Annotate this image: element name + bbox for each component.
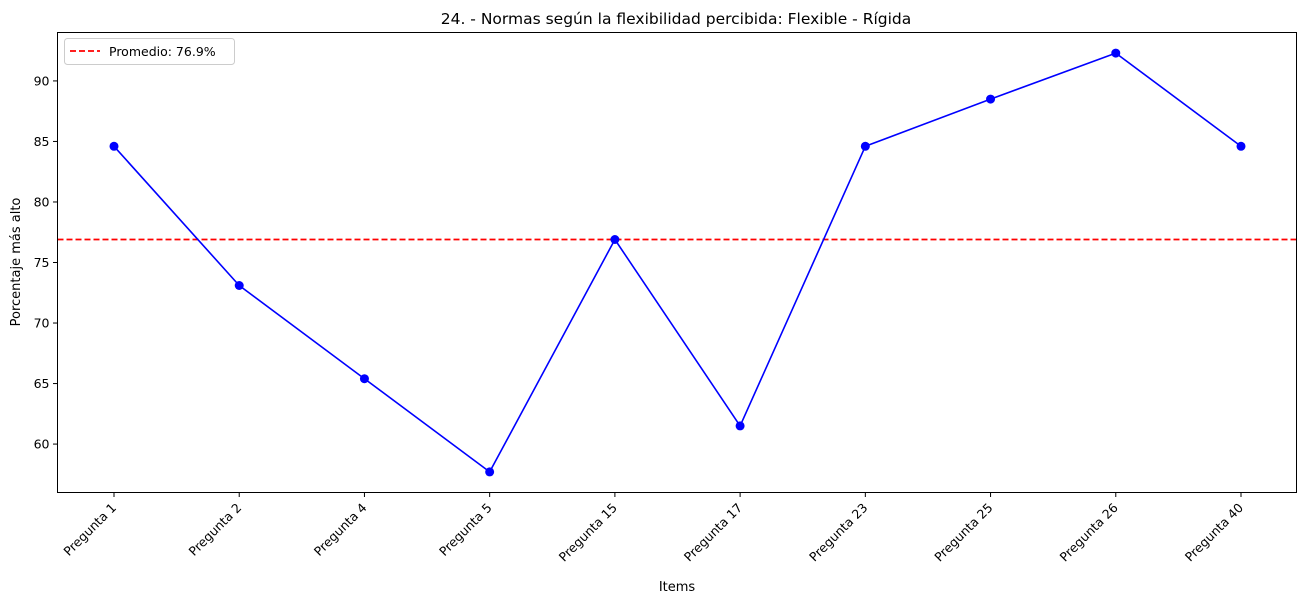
legend-box — [64, 38, 235, 65]
x-tick-label: Pregunta 40 — [1182, 500, 1246, 564]
data-point — [735, 421, 745, 431]
y-tick-label: 60 — [34, 437, 50, 452]
series-line — [113, 52, 1242, 473]
data-point — [1111, 48, 1121, 58]
x-tick-label: Pregunta 1 — [60, 500, 119, 559]
data-point — [860, 141, 870, 151]
x-tick-label: Pregunta 17 — [681, 500, 745, 564]
y-axis-ticks: 60 65 70 75 80 85 90 — [34, 73, 58, 452]
x-axis-ticks: Pregunta 1 Pregunta 2 Pregunta 4 Pregunta 5… — [60, 492, 1246, 564]
data-point — [1236, 141, 1246, 151]
plot-area — [57, 48, 1297, 477]
x-tick-label: Pregunta 15 — [556, 500, 620, 564]
y-tick-label: 75 — [34, 255, 50, 270]
y-tick-label: 65 — [34, 376, 50, 391]
data-point — [986, 94, 996, 104]
data-point — [109, 141, 119, 151]
x-tick-label: Pregunta 25 — [931, 500, 995, 564]
x-tick-label: Pregunta 26 — [1056, 500, 1120, 564]
y-tick-label: 70 — [34, 316, 50, 331]
data-point — [610, 235, 620, 244]
axes-frame — [57, 32, 1297, 493]
legend-label: Promedio: 76.9% — [109, 44, 216, 59]
data-point — [485, 467, 495, 477]
x-tick-label: Pregunta 5 — [436, 500, 495, 559]
y-tick-label: 85 — [34, 134, 50, 149]
chart-title: 24. - Normas según la flexibilidad perci… — [441, 10, 912, 28]
x-tick-label: Pregunta 4 — [311, 500, 370, 559]
data-point — [234, 281, 244, 290]
y-axis-label: Porcentaje más alto — [9, 198, 24, 327]
y-tick-label: 80 — [34, 194, 50, 209]
data-point — [359, 374, 369, 384]
y-tick-label: 90 — [34, 73, 50, 88]
legend: Promedio: 76.9% — [64, 38, 235, 65]
x-tick-label: Pregunta 23 — [806, 500, 870, 564]
x-axis-label: Items — [659, 580, 696, 595]
x-tick-label: Pregunta 2 — [186, 500, 245, 559]
